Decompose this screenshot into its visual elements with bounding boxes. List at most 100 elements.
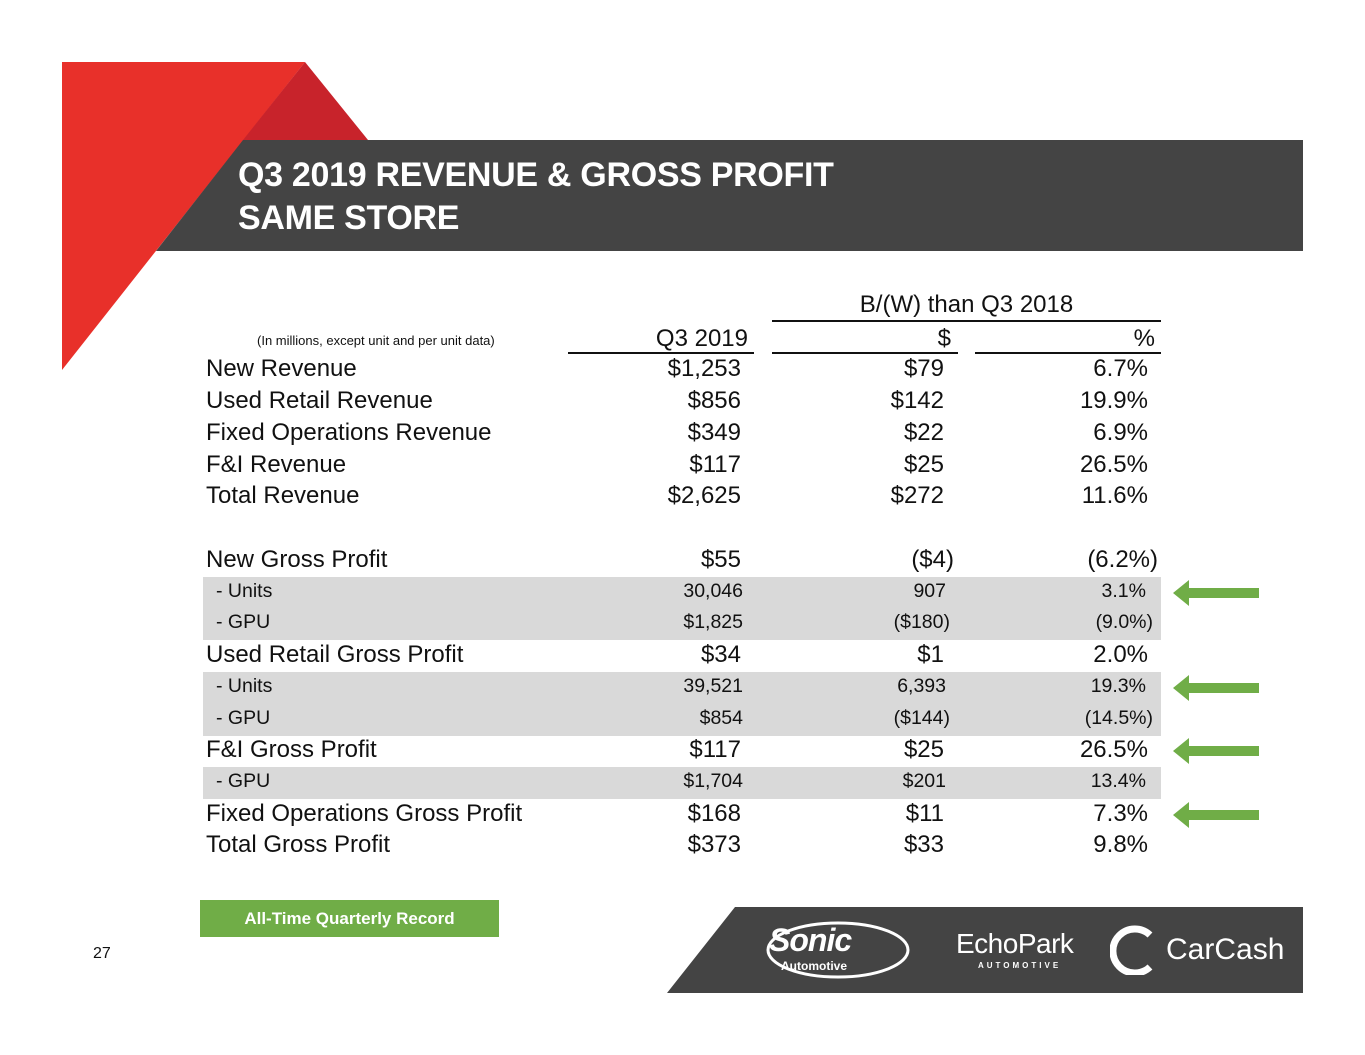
dollar-change: $142 (890, 386, 944, 414)
row-label: Fixed Operations Gross Profit (206, 799, 523, 827)
percent-change: 26.5% (1079, 450, 1148, 478)
column-header-q3: Q3 2019 (655, 325, 748, 352)
dollar-change: $22 (903, 418, 944, 446)
table-note: (In millions, except unit and per unit d… (257, 333, 495, 348)
dollar-change: $25 (903, 450, 944, 478)
table-row: - GPU $854 ($144) (14.5%) (0, 704, 1365, 736)
row-label: New Revenue (206, 354, 357, 382)
row-label: - GPU (216, 611, 271, 634)
row-label: - GPU (216, 770, 271, 793)
slide-subtitle: SAME STORE (238, 199, 460, 237)
percent-change: 6.9% (1093, 418, 1148, 446)
q3-value: $168 (687, 799, 741, 827)
percent-change: 7.3% (1093, 799, 1148, 827)
percent-change: 9.8% (1093, 830, 1148, 858)
table-row: New Revenue $1,253 $79 6.7% (0, 354, 1365, 386)
row-label: Fixed Operations Revenue (206, 418, 492, 446)
table-row: - GPU $1,704 $201 13.4% (0, 767, 1365, 799)
row-label: Used Retail Gross Profit (206, 640, 464, 668)
percent-change: 11.6% (1081, 481, 1148, 509)
group-header-rule (772, 320, 1161, 322)
slide-title: Q3 2019 REVENUE & GROSS PROFIT (238, 156, 834, 194)
record-legend-badge: All-Time Quarterly Record (200, 900, 499, 937)
percent-change: 13.4% (1090, 770, 1146, 793)
percent-change: (14.5%) (1084, 707, 1153, 730)
title-band (156, 140, 1303, 251)
dollar-change: $201 (902, 770, 946, 793)
table-row: - Units 39,521 6,393 19.3% (0, 672, 1365, 704)
table-row: Fixed Operations Revenue $349 $22 6.9% (0, 418, 1365, 450)
dollar-change: 907 (913, 580, 946, 603)
table-row: F&I Revenue $117 $25 26.5% (0, 450, 1365, 482)
sonic-logo-text: Sonic (769, 922, 852, 958)
q3-value: $349 (687, 418, 741, 446)
q3-value: $117 (689, 450, 741, 478)
dollar-change: $1 (917, 640, 944, 668)
percent-change: 26.5% (1079, 735, 1148, 763)
table-row: F&I Gross Profit $117 $25 26.5% (0, 735, 1365, 767)
dollar-change: $79 (903, 354, 944, 382)
row-label: F&I Revenue (206, 450, 347, 478)
row-label: Used Retail Revenue (206, 386, 433, 414)
q3-value: $1,704 (683, 770, 743, 793)
row-shading (203, 767, 1161, 799)
table-row: New Gross Profit $55 ($4) (6.2%) (0, 545, 1365, 577)
q3-value: 39,521 (683, 675, 743, 698)
column-rule (975, 352, 1161, 354)
left-arrow-icon (1173, 580, 1259, 606)
row-shading (203, 577, 1161, 609)
dollar-change: $33 (903, 830, 944, 858)
dollar-change: ($4) (911, 545, 954, 573)
carcash-wheel-icon (1110, 925, 1153, 975)
row-label: - GPU (216, 707, 271, 730)
dollar-change: $25 (903, 735, 944, 763)
q3-value: $373 (687, 830, 741, 858)
q3-value: $1,253 (667, 354, 741, 382)
column-header-dollar: $ (937, 325, 951, 352)
q3-value: $1,825 (683, 611, 743, 634)
row-shading (203, 704, 1161, 736)
column-rule (568, 352, 754, 354)
table-row: - GPU $1,825 ($180) (9.0%) (0, 608, 1365, 640)
row-label: - Units (216, 580, 273, 603)
row-shading (203, 608, 1161, 640)
dollar-change: $272 (890, 481, 944, 509)
dollar-change: 6,393 (897, 675, 946, 698)
percent-change: 19.9% (1079, 386, 1148, 414)
q3-value: 30,046 (683, 580, 743, 603)
table-row: Fixed Operations Gross Profit $168 $11 7.3% (0, 799, 1365, 831)
q3-value: $2,625 (667, 481, 741, 509)
table-row: Total Revenue $2,625 $272 11.6% (0, 481, 1365, 513)
row-label: - Units (216, 675, 273, 698)
percent-change: (6.2%) (1087, 545, 1158, 573)
percent-change: (9.0%) (1095, 611, 1153, 634)
percent-change: 6.7% (1093, 354, 1148, 382)
row-shading (203, 672, 1161, 704)
echopark-logo-subtext: AUTOMOTIVE (978, 961, 1062, 970)
echopark-logo: EchoPark AUTOMOTIVE (956, 930, 1074, 970)
left-arrow-icon (1173, 675, 1259, 701)
carcash-logo-text: CarCash (1166, 933, 1285, 966)
dollar-change: ($180) (893, 611, 950, 634)
percent-change: 3.1% (1101, 580, 1146, 603)
row-label: Total Gross Profit (206, 830, 391, 858)
dollar-change: $11 (905, 799, 944, 827)
q3-value: $856 (687, 386, 741, 414)
dark-red-accent-shape (243, 62, 368, 140)
q3-value: $34 (700, 640, 741, 668)
table-row: Used Retail Revenue $856 $142 19.9% (0, 386, 1365, 418)
table-row: Total Gross Profit $373 $33 9.8% (0, 830, 1365, 862)
column-header-percent: % (1133, 325, 1155, 352)
left-arrow-icon (1173, 802, 1259, 828)
column-rule (772, 352, 958, 354)
row-label: New Gross Profit (206, 545, 388, 573)
row-label: Total Revenue (206, 481, 360, 509)
q3-value: $55 (700, 545, 741, 573)
dollar-change: ($144) (893, 707, 950, 730)
sonic-automotive-logo: Sonic Automotive (765, 920, 911, 980)
table-row: - Units 30,046 907 3.1% (0, 577, 1365, 609)
table-row: Used Retail Gross Profit $34 $1 2.0% (0, 640, 1365, 672)
percent-change: 19.3% (1090, 675, 1146, 698)
page-number: 27 (93, 945, 111, 962)
